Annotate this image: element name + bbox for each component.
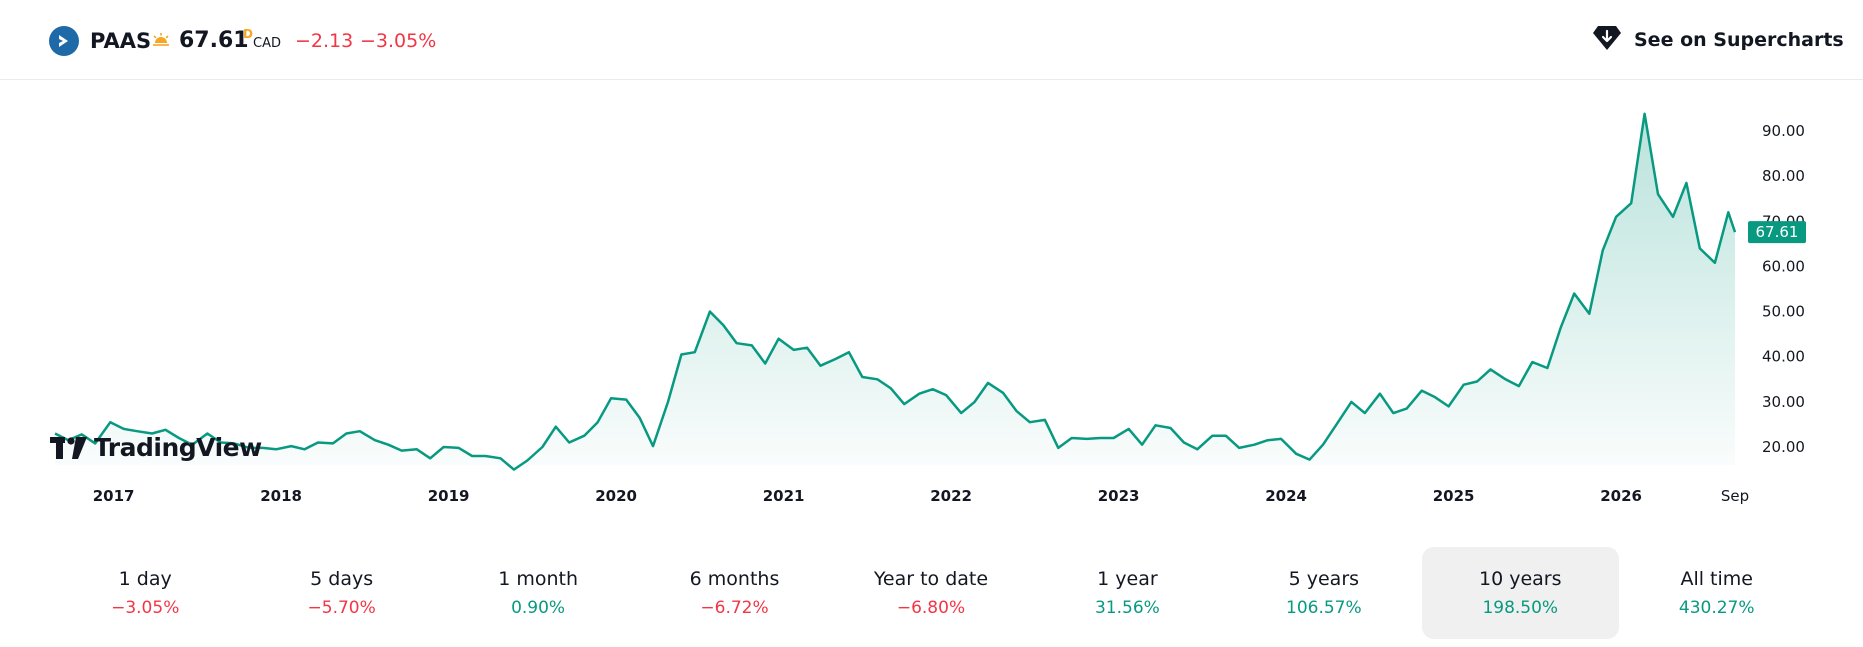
- period-label: 1 day: [118, 567, 172, 590]
- last-price-badge-bg: [1748, 221, 1806, 244]
- period-label: 1 year: [1097, 567, 1158, 590]
- period-1-day[interactable]: 1 day −3.05%: [47, 547, 243, 639]
- x-axis: 2017 2018 2019 2020 2021 2022 2023 2024 2025 2026…: [93, 487, 1749, 505]
- period-label: Year to date: [873, 567, 989, 590]
- period-5-years[interactable]: 5 years 106.57%: [1226, 547, 1422, 639]
- x-tick-label: 2017: [93, 487, 135, 505]
- x-tick-label: 2026: [1600, 487, 1642, 505]
- period-year-to-date[interactable]: Year to date −6.80%: [833, 547, 1029, 639]
- y-tick-label: 60.00: [1762, 257, 1805, 275]
- x-tick-label: 2022: [930, 487, 972, 505]
- ticker-symbol[interactable]: PAAS: [90, 29, 152, 53]
- supercharts-label: See on Supercharts: [1634, 29, 1844, 51]
- tradingview-logo[interactable]: TradingView: [50, 433, 262, 462]
- price-change-absolute: −2.13: [295, 30, 354, 52]
- period-label: 5 days: [310, 567, 374, 590]
- x-tick-label: 2023: [1098, 487, 1140, 505]
- see-on-supercharts-button[interactable]: See on Supercharts: [1592, 22, 1844, 58]
- x-tick-label: 2021: [763, 487, 805, 505]
- period-change: 0.90%: [511, 597, 566, 618]
- x-tick-label: 2025: [1433, 487, 1475, 505]
- y-tick-label: 20.00: [1762, 438, 1805, 456]
- x-tick-label: 2018: [260, 487, 302, 505]
- period-1-year[interactable]: 1 year 31.56%: [1029, 547, 1225, 639]
- supercharts-diamond-icon: [1592, 24, 1622, 57]
- tradingview-logo-icon: [50, 436, 87, 459]
- period-change: −5.70%: [307, 597, 376, 618]
- period-label: 5 years: [1288, 567, 1360, 590]
- sun-icon: [151, 31, 171, 51]
- x-tick-label: Sep: [1721, 487, 1749, 505]
- y-tick-label: 80.00: [1762, 167, 1805, 185]
- last-price: 67.61: [179, 28, 249, 53]
- period-change: −6.72%: [700, 597, 769, 618]
- period-label: 10 years: [1479, 567, 1562, 590]
- x-tick-label: 2024: [1265, 487, 1307, 505]
- period-6-months[interactable]: 6 months −6.72%: [636, 547, 832, 639]
- period-5-days[interactable]: 5 days −5.70%: [243, 547, 439, 639]
- header-bar: PAAS 67.61 D CAD −2.13 −3.05% See on Sup…: [0, 0, 1863, 80]
- price-flag: D: [243, 27, 253, 41]
- y-tick-label: 30.00: [1762, 393, 1805, 411]
- period-change: 106.57%: [1286, 597, 1362, 618]
- price-change-percent: −3.05%: [360, 30, 437, 52]
- period-change: 430.27%: [1678, 597, 1755, 618]
- price-chart[interactable]: 20.0030.0040.0050.0060.0070.0080.0090.00…: [0, 80, 1863, 520]
- period-all-time[interactable]: All time 430.27%: [1619, 547, 1815, 639]
- period-change: −6.80%: [896, 597, 966, 618]
- currency-label: CAD: [253, 36, 281, 51]
- y-tick-label: 40.00: [1762, 348, 1805, 366]
- period-label: All time: [1680, 567, 1753, 590]
- period-change: 31.56%: [1094, 597, 1160, 618]
- chart-area-fill: [55, 113, 1735, 470]
- last-price-badge: 67.61: [1748, 221, 1806, 244]
- period-change: 198.50%: [1482, 597, 1559, 618]
- x-tick-label: 2020: [595, 487, 637, 505]
- tradingview-logo-text: TradingView: [94, 433, 262, 462]
- x-tick-label: 2019: [428, 487, 470, 505]
- period-1-month[interactable]: 1 month 0.90%: [440, 547, 636, 639]
- period-label: 6 months: [689, 567, 780, 590]
- y-tick-label: 50.00: [1762, 303, 1805, 321]
- paas-symbol-logo-icon[interactable]: [49, 26, 79, 56]
- period-selector: 1 day −3.05% 5 days −5.70% 1 month 0.90% 6 mon…: [47, 547, 1815, 639]
- period-10-years[interactable]: 10 years 198.50%: [1422, 547, 1619, 639]
- period-label: 1 month: [498, 567, 578, 590]
- chart-series-line: [54, 112, 1737, 471]
- period-change: −3.05%: [111, 597, 180, 618]
- last-price-badge-label: 67.61: [1756, 223, 1799, 241]
- y-tick-label: 90.00: [1762, 122, 1805, 140]
